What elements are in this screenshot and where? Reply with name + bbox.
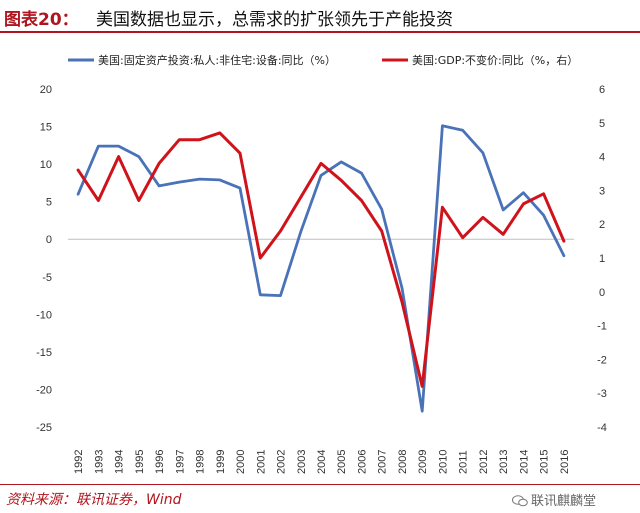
- chart-title: 美国数据也显示，总需求的扩张领先于产能投资: [96, 10, 453, 30]
- x-tick-label: 2012: [478, 450, 490, 474]
- series-lines: [76, 124, 566, 413]
- x-tick-label: 2010: [437, 450, 449, 474]
- watermark: 联讯麒麟堂: [512, 490, 596, 509]
- figure-label: 图表20：: [4, 10, 79, 30]
- x-tick-label: 2015: [539, 450, 551, 474]
- x-tick-label: 2004: [316, 450, 328, 474]
- x-tick-label: 1995: [134, 450, 146, 474]
- y-left-tick-label: -25: [36, 422, 52, 434]
- y-right-tick-label: 1: [599, 253, 605, 265]
- x-tick-label: 2016: [559, 450, 571, 474]
- legend-label-2: 美国:GDP:不变价:同比（%，右）: [412, 53, 578, 67]
- y-left-tick-label: -10: [36, 309, 52, 321]
- y-right-tick-label: -3: [597, 388, 607, 400]
- y-left-tick-label: -15: [36, 347, 52, 359]
- y-left-tick-label: 10: [40, 159, 52, 171]
- x-tick-label: 1999: [215, 450, 227, 474]
- axes: 20151050-5-10-15-20-256543210-1-2-3-4199…: [36, 84, 607, 474]
- x-tick-label: 2006: [356, 450, 368, 474]
- y-left-tick-label: -20: [36, 384, 52, 396]
- header-divider: [0, 31, 640, 33]
- x-tick-label: 1993: [93, 450, 105, 474]
- x-tick-label: 2007: [377, 450, 389, 474]
- y-right-tick-label: 6: [599, 84, 605, 96]
- x-tick-label: 1992: [73, 450, 85, 474]
- y-right-tick-label: 4: [599, 152, 605, 164]
- y-right-tick-label: -2: [597, 354, 607, 366]
- y-left-tick-label: 20: [40, 84, 52, 96]
- y-right-tick-label: -4: [597, 422, 607, 434]
- watermark-text: 联讯麒麟堂: [531, 494, 597, 509]
- x-tick-label: 2014: [518, 450, 530, 474]
- header: 图表20： 美国数据也显示，总需求的扩张领先于产能投资: [0, 0, 640, 32]
- x-tick-label: 2008: [397, 450, 409, 474]
- x-tick-label: 1998: [195, 450, 207, 474]
- y-left-tick-label: 5: [46, 197, 52, 209]
- x-tick-label: 1997: [174, 450, 186, 474]
- line-chart: 美国:固定资产投资:私人:非住宅:设备:同比（%） 美国:GDP:不变价:同比（%…: [36, 53, 607, 474]
- y-right-tick-label: 2: [599, 219, 605, 231]
- source-note: 资料来源：联讯证券，Wind: [6, 492, 182, 508]
- legend-label-1: 美国:固定资产投资:私人:非住宅:设备:同比（%）: [98, 53, 336, 67]
- series-line-2: [76, 131, 566, 388]
- y-right-tick-label: 3: [599, 185, 605, 197]
- x-tick-label: 2013: [498, 450, 510, 474]
- x-tick-label: 2011: [458, 450, 470, 474]
- x-tick-label: 2009: [417, 450, 429, 474]
- wechat-icon: [512, 495, 528, 507]
- footer-divider: [0, 484, 640, 485]
- y-left-tick-label: 15: [40, 122, 52, 134]
- x-tick-label: 2000: [235, 450, 247, 474]
- y-right-tick-label: -1: [597, 321, 607, 333]
- legend: 美国:固定资产投资:私人:非住宅:设备:同比（%） 美国:GDP:不变价:同比（%…: [68, 53, 578, 67]
- y-right-tick-label: 5: [599, 118, 605, 130]
- y-left-tick-label: 0: [46, 234, 52, 246]
- y-left-tick-label: -5: [42, 272, 52, 284]
- y-right-tick-label: 0: [599, 287, 605, 299]
- x-tick-label: 2003: [296, 450, 308, 474]
- x-tick-label: 2001: [255, 450, 267, 474]
- x-tick-label: 1994: [114, 450, 126, 474]
- x-tick-label: 1996: [154, 450, 166, 474]
- x-tick-label: 2005: [336, 450, 348, 474]
- x-tick-label: 2002: [276, 450, 288, 474]
- series-line-1: [76, 124, 566, 413]
